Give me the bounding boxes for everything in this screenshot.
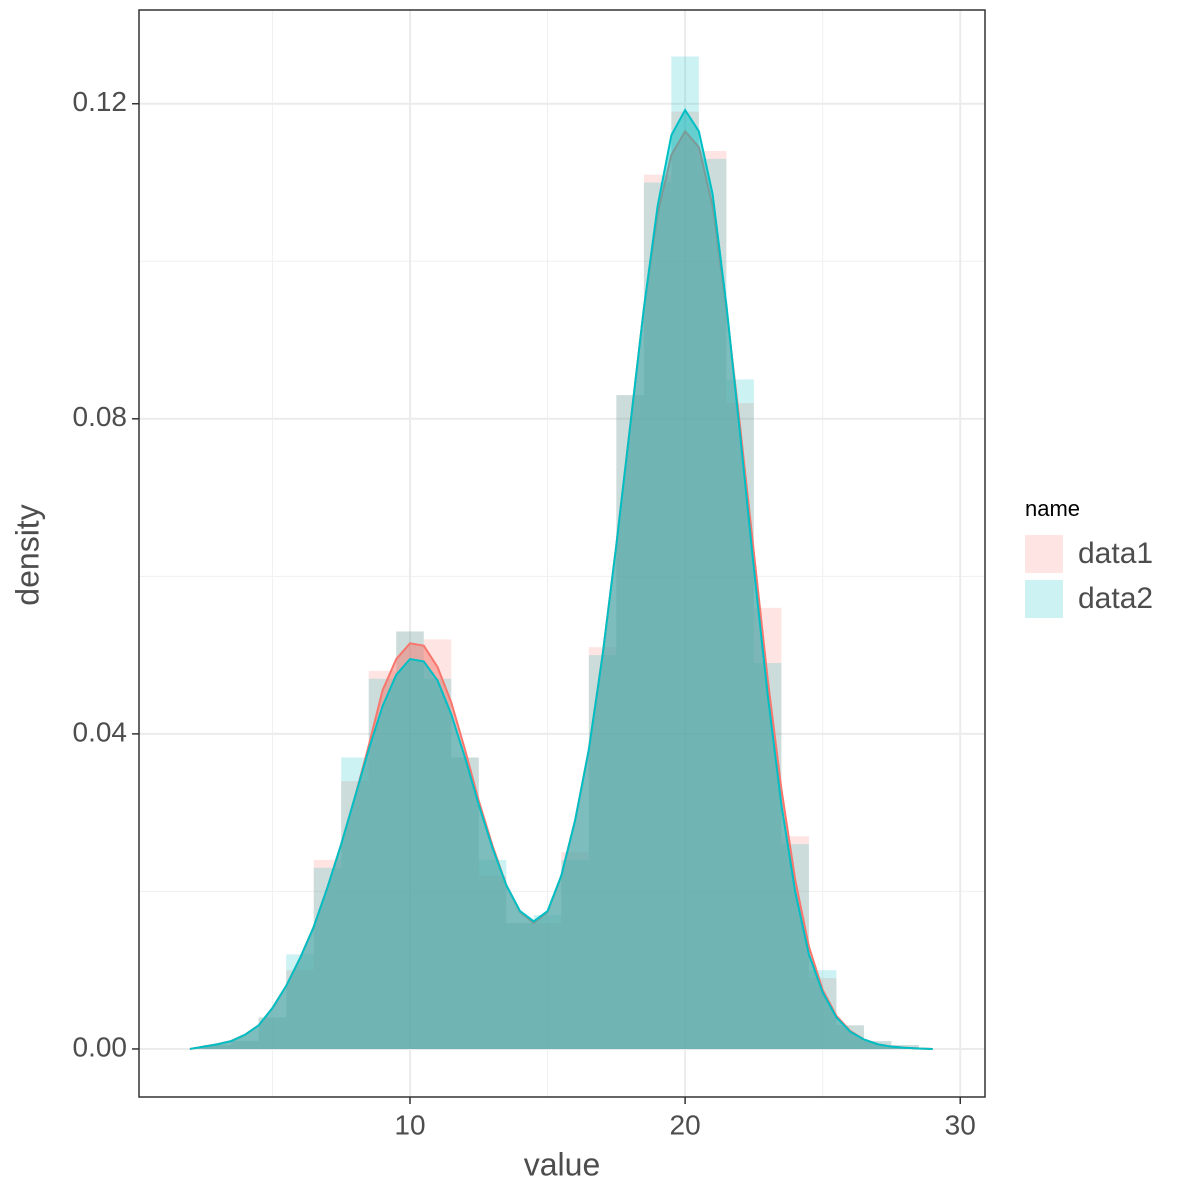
x-tick-label: 30: [945, 1109, 976, 1140]
x-axis-title: value: [524, 1146, 601, 1182]
density-line: [189, 108, 933, 1050]
legend-label: data2: [1078, 582, 1153, 615]
density-area: [189, 110, 933, 1049]
x-tick-label: 20: [670, 1109, 701, 1140]
y-axis-title: density: [9, 504, 45, 605]
legend-label: data1: [1078, 537, 1153, 570]
y-tick-label: 0.12: [73, 86, 128, 117]
y-tick-label: 0.00: [73, 1031, 128, 1062]
legend-key: [1025, 535, 1063, 573]
x-tick-label: 10: [394, 1109, 425, 1140]
legend-key: [1025, 580, 1063, 618]
legend-title: name: [1025, 496, 1080, 521]
y-tick-label: 0.08: [73, 401, 128, 432]
y-tick-label: 0.04: [73, 716, 128, 747]
plot-border: [138, 9, 986, 1098]
